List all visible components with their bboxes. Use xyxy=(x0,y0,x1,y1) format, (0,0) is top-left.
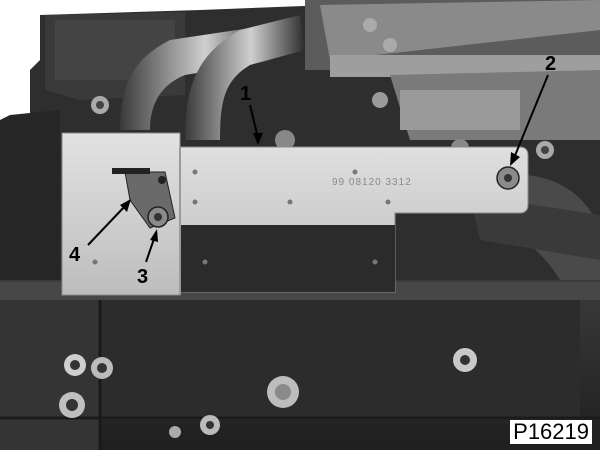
callout-4: 4 xyxy=(69,244,81,266)
callout-1: 1 xyxy=(240,83,252,105)
figure-code: P16219 xyxy=(510,420,592,444)
callout-2: 2 xyxy=(545,53,557,75)
plate-marking-text: 99 08120 3312 xyxy=(332,177,412,188)
callout-3: 3 xyxy=(137,266,149,288)
callout-arrows xyxy=(87,74,549,263)
